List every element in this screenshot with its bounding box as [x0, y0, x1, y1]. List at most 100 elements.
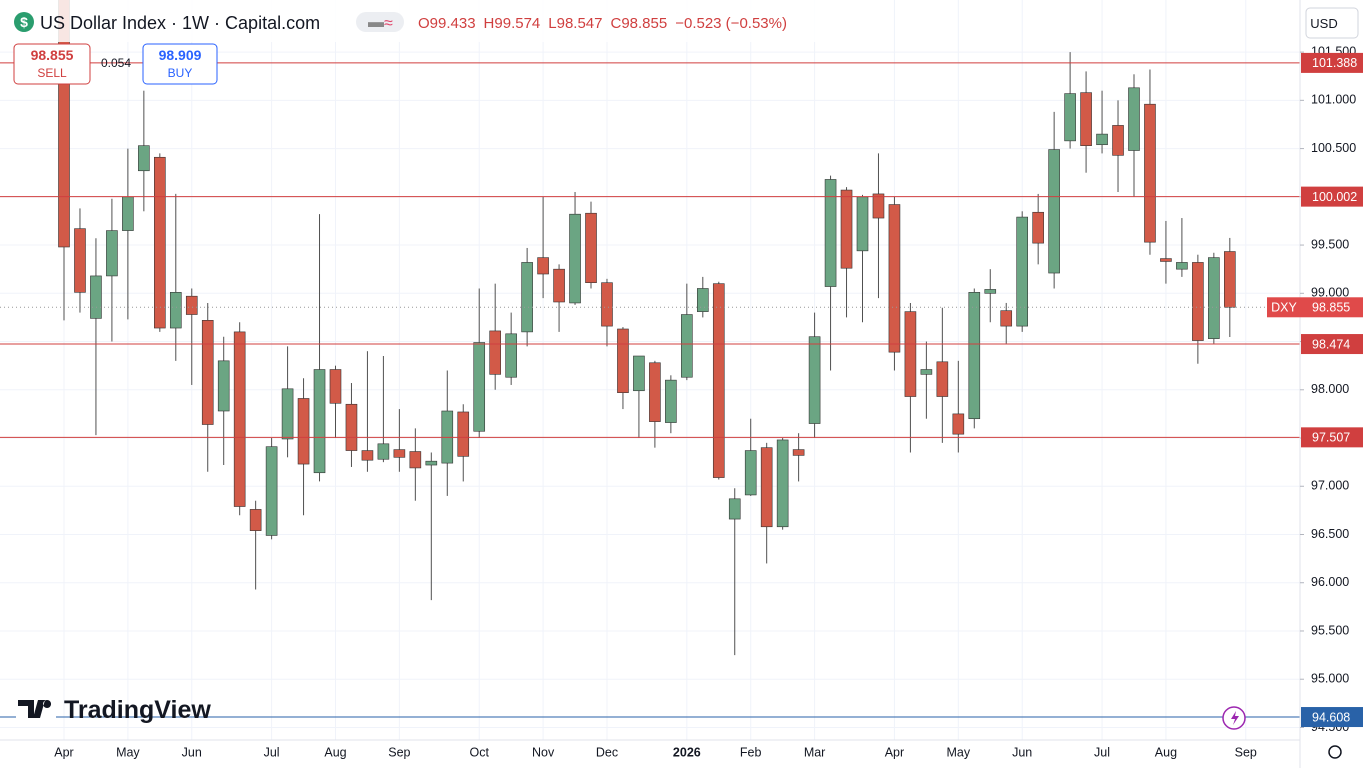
candle-body: [489, 330, 501, 375]
currency-button[interactable]: [1305, 7, 1359, 39]
logo-icon: [18, 700, 52, 718]
candle-body: [1144, 103, 1156, 243]
candle-body: [185, 295, 198, 315]
candle-body: [984, 289, 997, 294]
symbol-icon-glyph: $: [20, 14, 28, 30]
candle-body: [473, 342, 486, 432]
level-label: 97.507: [1312, 431, 1350, 445]
candle-body: [345, 403, 358, 451]
x-tick-label: Dec: [596, 745, 618, 759]
x-tick-label: May: [947, 745, 971, 759]
candle-body: [106, 230, 118, 277]
candle-body: [696, 288, 709, 312]
candle-body: [712, 283, 725, 478]
candle-body: [281, 388, 294, 440]
level-label-bg: [1301, 707, 1363, 728]
level-label-bg: [1301, 334, 1363, 355]
spread: 0.054: [101, 56, 131, 70]
candle-body: [888, 204, 901, 353]
candle-body: [617, 328, 629, 393]
chart-title: US Dollar Index · 1W · Capital.com: [40, 13, 320, 33]
alert-glyph: [1231, 711, 1239, 725]
x-tick-label: Jun: [1012, 745, 1032, 759]
candle-body: [361, 450, 374, 461]
candle-body: [313, 369, 326, 474]
candle-body: [122, 196, 134, 231]
candle-body: [872, 193, 885, 219]
y-tick-label: 101.000: [1311, 93, 1356, 107]
candle-body: [569, 213, 581, 304]
candle-body: [217, 360, 230, 412]
sell-button[interactable]: [13, 43, 91, 85]
candle-body: [505, 333, 517, 378]
buy-price: 98.909: [159, 47, 202, 63]
x-tick-label: Apr: [54, 745, 73, 759]
last-price: 98.855: [1312, 301, 1350, 315]
buy-label: BUY: [168, 66, 193, 80]
candle-body: [728, 498, 741, 520]
level-label-bg: [1301, 427, 1363, 448]
level-label: 101.388: [1312, 56, 1357, 70]
header-bg: [0, 0, 820, 42]
currency: USD: [1310, 16, 1337, 31]
candle-body: [952, 413, 965, 435]
candle-body: [553, 268, 565, 303]
y-tick-label: 96.500: [1311, 527, 1349, 541]
y-tick-label: 95.000: [1311, 672, 1349, 686]
candle-body: [792, 449, 805, 456]
candle-body: [936, 361, 949, 397]
x-tick-label: Nov: [532, 745, 555, 759]
axes: 94.50095.00095.50096.00096.50097.00097.5…: [54, 44, 1363, 759]
x-tick-label: Jun: [182, 745, 202, 759]
candle-body: [297, 398, 310, 465]
level-label-bg: [1301, 52, 1363, 73]
candle-body: [233, 331, 246, 507]
x-tick-label: May: [116, 745, 140, 759]
candle-body: [1128, 87, 1140, 151]
y-tick-label: 99.500: [1311, 237, 1349, 251]
candle-body: [1192, 262, 1204, 341]
last-name-bg: [1267, 297, 1301, 318]
candle-body: [58, 0, 70, 248]
candle-body: [633, 355, 645, 392]
status-pill: [356, 12, 404, 32]
x-tick-label: Sep: [388, 745, 410, 759]
level-label: 94.608: [1312, 710, 1350, 724]
buy-button[interactable]: [142, 43, 218, 85]
candle-body: [1080, 92, 1092, 146]
candle-body: [1096, 133, 1108, 146]
x-tick-label: Jul: [1094, 745, 1110, 759]
candle-body: [824, 179, 837, 287]
candle-body: [808, 336, 821, 424]
candle-body: [1176, 262, 1188, 270]
candle-body: [425, 460, 438, 466]
x-tick-label: Sep: [1235, 745, 1257, 759]
status-pill-wave: ≈: [384, 15, 393, 32]
x-tick-label: Jul: [264, 745, 280, 759]
candle-body: [249, 509, 262, 531]
x-tick-label: 2026: [673, 745, 701, 759]
candle-body: [920, 369, 933, 375]
ohlc-field: L98.547: [548, 15, 602, 32]
candle-body: [537, 257, 549, 275]
ohlc-field: −0.523 (−0.53%): [675, 15, 787, 32]
y-tick-label: 99.000: [1311, 286, 1349, 300]
x-tick-label: Oct: [469, 745, 489, 759]
candle-body: [1208, 257, 1220, 339]
settings-icon[interactable]: [1328, 745, 1342, 759]
candle-body: [201, 320, 214, 425]
candle-body: [1224, 251, 1236, 308]
candle-body: [760, 447, 773, 528]
candle-body: [1064, 93, 1076, 142]
candle-body: [457, 411, 470, 457]
candle-body: [329, 369, 342, 404]
candle-body: [377, 443, 390, 460]
candle-body: [601, 282, 613, 327]
x-tick-label: Aug: [324, 745, 346, 759]
candle-body: [393, 449, 406, 458]
x-tick-label: Apr: [885, 745, 904, 759]
last-price-bg: [1301, 297, 1363, 318]
ohlc-field: H99.574: [484, 15, 541, 32]
logo: TradingView: [64, 696, 211, 724]
